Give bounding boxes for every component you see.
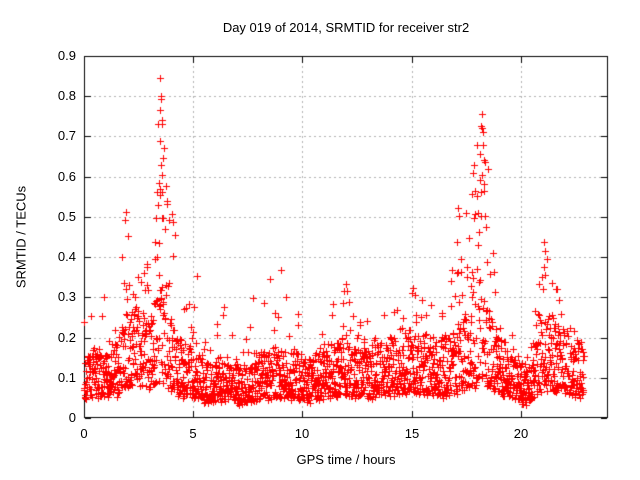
x-axis-label: GPS time / hours	[296, 452, 396, 467]
x-tick-label: 0	[80, 426, 88, 441]
y-axis-label: SRMTID / TECUs	[13, 185, 29, 289]
y-tick-label: 0.4	[57, 249, 76, 264]
x-tick-label: 5	[189, 426, 197, 441]
y-tick-label: 0.5	[57, 209, 76, 224]
x-tick-label: 20	[513, 426, 529, 441]
y-tick-label: 0.8	[57, 88, 76, 103]
y-tick-label: 0.7	[57, 128, 76, 143]
x-tick-label: 15	[404, 426, 420, 441]
y-tick-label: 0.3	[57, 289, 76, 304]
y-tick-label: 0.1	[57, 370, 76, 385]
chart-title: Day 019 of 2014, SRMTID for receiver str…	[222, 20, 470, 35]
y-tick-label: 0.2	[57, 330, 76, 345]
y-tick-label: 0.6	[57, 169, 76, 184]
y-tick-label: 0.9	[57, 48, 76, 63]
y-tick-label: 0	[68, 410, 76, 425]
x-tick-label: 10	[294, 426, 310, 441]
